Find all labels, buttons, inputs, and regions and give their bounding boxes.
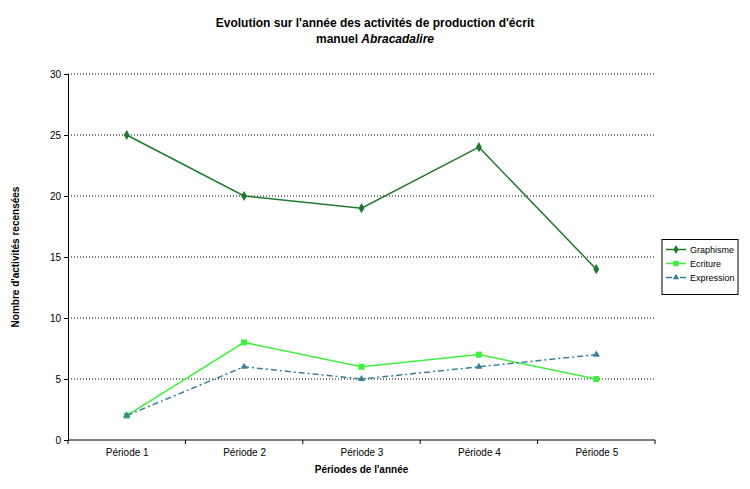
series-marker	[475, 363, 482, 369]
y-axis-title: Nombre d'activités recensées	[10, 186, 21, 327]
tick-label: Période 3	[341, 447, 384, 458]
tick-label: Période 2	[223, 447, 266, 458]
legend-marker	[673, 261, 678, 266]
tick-label: 25	[50, 130, 62, 141]
tick: 25	[50, 130, 68, 141]
tick: Période 2	[223, 440, 266, 458]
tick: Période 4	[458, 440, 501, 458]
title: Evolution sur l'année des activités de p…	[216, 16, 534, 30]
series-marker	[593, 376, 599, 382]
series-marker	[359, 203, 365, 213]
tick: 0	[55, 435, 68, 446]
grid-line	[68, 257, 655, 258]
x-axis: Période 1 Période 2 Période 3 Période 4 Péri…	[68, 440, 655, 458]
legend-box	[662, 240, 738, 295]
legend-marker	[673, 274, 679, 280]
series-marker	[241, 191, 247, 201]
tick-mark	[64, 135, 68, 136]
title: manuel Abracadalire	[316, 32, 434, 46]
grid-line	[68, 74, 655, 75]
axis-line	[68, 440, 655, 441]
legend-label: Expression	[690, 273, 735, 283]
tick-mark	[64, 318, 68, 319]
series-marker	[124, 130, 130, 140]
grid-line	[68, 318, 655, 319]
tick-label: 20	[50, 191, 62, 202]
series-marker	[241, 339, 247, 345]
tick: 5	[55, 374, 68, 385]
legend: Graphisme Ecriture Expression	[662, 240, 738, 295]
x-axis-title: Périodes de l'année	[315, 464, 409, 475]
series-marker	[123, 411, 130, 417]
tick: 15	[50, 252, 68, 263]
axis-line	[64, 75, 69, 441]
series	[124, 130, 599, 274]
legend-label: Ecriture	[690, 259, 721, 269]
legend-marker	[673, 245, 678, 254]
tick: 20	[50, 191, 68, 202]
category-separator	[185, 440, 186, 444]
y-axis: 0 5 10 15 20 25 30	[50, 69, 69, 446]
tick-label: Période 5	[575, 447, 618, 458]
legend-label: Graphisme	[690, 245, 734, 255]
category-separator	[655, 440, 656, 444]
category-separator	[537, 440, 538, 444]
tick-mark	[64, 379, 68, 380]
chart: Evolution sur l'année des activités de p…	[0, 0, 750, 489]
series-marker	[476, 352, 482, 358]
tick: 30	[50, 69, 68, 80]
plot-area	[123, 130, 600, 419]
series-line	[127, 135, 597, 269]
tick: Période 1	[106, 440, 149, 458]
tick-mark	[64, 74, 68, 75]
series-marker	[593, 264, 599, 274]
tick-mark	[64, 257, 68, 258]
series-marker	[359, 364, 365, 370]
tick-label: 30	[50, 69, 62, 80]
category-separator	[68, 440, 69, 444]
tick-label: 5	[55, 374, 61, 385]
grid	[68, 74, 655, 379]
tick: Période 5	[575, 440, 618, 458]
tick-label: Période 1	[106, 447, 149, 458]
series-marker	[241, 363, 248, 369]
series-marker	[476, 142, 482, 152]
tick-label: Période 4	[458, 447, 501, 458]
tick: 10	[50, 313, 68, 324]
series-line	[127, 342, 597, 415]
category-separator	[302, 440, 303, 444]
tick-mark	[64, 196, 68, 197]
series	[124, 339, 600, 418]
series-line	[127, 355, 597, 416]
tick-label: 15	[50, 252, 62, 263]
tick-mark	[64, 440, 68, 441]
series-marker	[593, 350, 600, 356]
grid-line	[68, 196, 655, 197]
series	[123, 350, 600, 417]
tick: Période 3	[341, 440, 384, 458]
series-marker	[358, 375, 365, 381]
tick-label: 0	[55, 435, 61, 446]
tick-label: 10	[50, 313, 62, 324]
category-separator	[420, 440, 421, 444]
grid-line	[68, 135, 655, 136]
